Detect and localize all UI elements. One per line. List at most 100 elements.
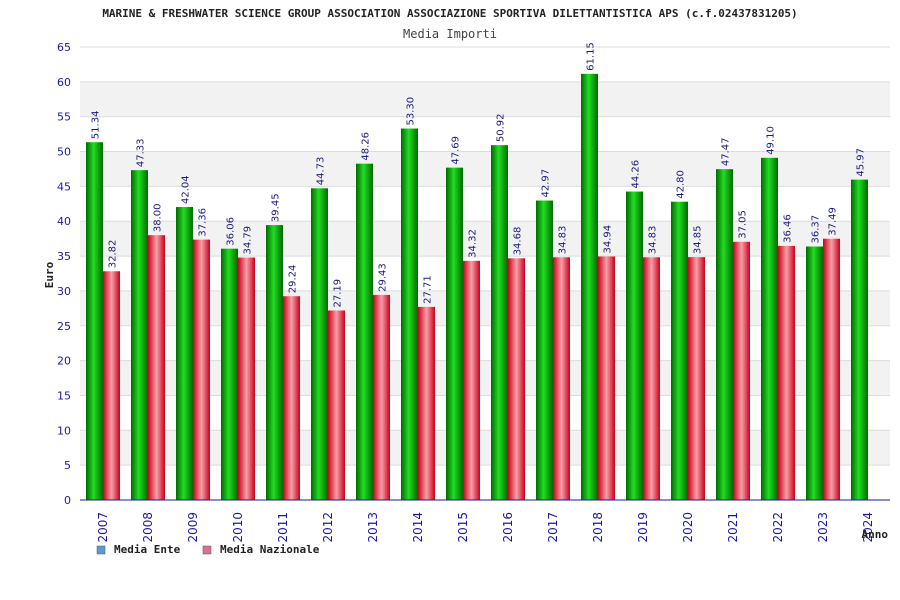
- bar-media-nazionale-2013: [373, 294, 390, 500]
- bar-media-ente-2022: [761, 157, 778, 500]
- x-tick-label: 2023: [816, 512, 830, 543]
- data-label: 37.36: [198, 208, 209, 237]
- bar-media-ente-2013: [356, 163, 373, 500]
- data-label: 34.68: [513, 227, 524, 256]
- grid-band: [80, 151, 890, 187]
- x-tick-label: 2008: [141, 512, 155, 543]
- grid-band: [80, 465, 890, 500]
- bar-media-ente-2011: [266, 225, 283, 500]
- y-tick-label: 60: [57, 76, 71, 89]
- y-axis-ticks: 0 5 10 15 20 25 30 35 40 45 50 55 60 65: [57, 41, 71, 507]
- data-label: 38.00: [153, 204, 164, 233]
- y-tick-label: 15: [57, 389, 71, 402]
- data-label: 34.85: [693, 225, 704, 254]
- x-tick-label: 2007: [96, 512, 110, 543]
- data-label: 32.82: [108, 240, 119, 269]
- data-label: 47.69: [451, 136, 462, 165]
- data-label: 49.10: [766, 126, 777, 155]
- y-tick-label: 40: [57, 215, 71, 228]
- y-tick-label: 0: [64, 494, 71, 507]
- x-tick-label: 2009: [186, 512, 200, 543]
- bar-media-ente-2007: [86, 142, 103, 500]
- bar-media-ente-2017: [536, 200, 553, 500]
- data-label: 47.33: [136, 139, 147, 168]
- bar-media-ente-2009: [176, 207, 193, 500]
- data-label: 34.83: [648, 226, 659, 255]
- data-label: 39.45: [271, 193, 282, 222]
- y-tick-label: 30: [57, 285, 71, 298]
- y-tick-label: 10: [57, 424, 71, 437]
- x-tick-label: 2015: [456, 512, 470, 543]
- bar-media-nazionale-2008: [148, 235, 165, 500]
- x-tick-label: 2016: [501, 512, 515, 543]
- bar-media-nazionale-2010: [238, 257, 255, 500]
- legend-label-media-ente: Media Ente: [114, 543, 181, 556]
- data-label: 51.34: [91, 111, 102, 140]
- chart-subtitle: Media Importi: [403, 27, 497, 41]
- bar-media-nazionale-2012: [328, 310, 345, 500]
- legend: Media Ente Media Nazionale: [96, 543, 320, 556]
- data-label: 36.37: [811, 215, 822, 244]
- x-tick-label: 2017: [546, 512, 560, 543]
- x-tick-label: 2014: [411, 512, 425, 543]
- bar-media-nazionale-2014: [418, 306, 435, 500]
- bar-media-ente-2021: [716, 169, 733, 501]
- bar-media-nazionale-2022: [778, 245, 795, 500]
- bar-media-ente-2015: [446, 167, 463, 500]
- data-label: 34.32: [468, 229, 479, 258]
- x-tick-label: 2013: [366, 512, 380, 543]
- data-label: 27.71: [423, 275, 434, 304]
- bar-media-nazionale-2007: [103, 271, 120, 500]
- data-label: 50.92: [496, 113, 507, 142]
- bar-media-nazionale-2019: [643, 257, 660, 500]
- bar-media-ente-2024: [851, 179, 868, 501]
- grid-band: [80, 360, 890, 396]
- data-label: 42.80: [676, 170, 687, 199]
- data-label: 37.49: [828, 207, 839, 236]
- legend-label-media-nazionale: Media Nazionale: [220, 543, 320, 556]
- x-tick-label: 2024: [861, 512, 875, 543]
- bar-media-ente-2010: [221, 248, 238, 500]
- grid-band: [80, 221, 890, 257]
- data-label: 36.46: [783, 214, 794, 243]
- data-label: 45.97: [856, 148, 867, 177]
- legend-swatch-media-ente: [96, 545, 106, 555]
- data-label: 53.30: [406, 97, 417, 126]
- grid-band: [80, 290, 890, 326]
- x-tick-label: 2020: [681, 512, 695, 543]
- data-label: 27.19: [333, 279, 344, 308]
- bar-media-ente-2016: [491, 145, 508, 500]
- x-axis-ticks: 2007 2008 2009 2010 2011 2012 2013 2014 2015 2016…: [96, 512, 875, 543]
- bar-media-ente-2018: [581, 73, 598, 500]
- y-tick-label: 50: [57, 146, 71, 159]
- data-label: 44.73: [316, 157, 327, 186]
- plot-background: [80, 46, 890, 501]
- grid-band: [80, 395, 890, 431]
- chart-title: MARINE & FRESHWATER SCIENCE GROUP ASSOCI…: [102, 7, 797, 20]
- x-tick-label: 2012: [321, 512, 335, 543]
- bar-media-ente-2023: [806, 246, 823, 500]
- y-tick-label: 20: [57, 355, 71, 368]
- y-tick-label: 65: [57, 41, 71, 54]
- grid-band: [80, 430, 890, 466]
- bar-media-nazionale-2009: [193, 239, 210, 501]
- y-tick-label: 5: [64, 459, 71, 472]
- bar-media-nazionale-2021: [733, 241, 750, 501]
- bar-media-nazionale-2023: [823, 238, 840, 500]
- bar-media-nazionale-2011: [283, 296, 300, 500]
- x-axis-label: Anno: [862, 528, 889, 541]
- data-label: 34.83: [558, 226, 569, 255]
- data-labels: 51.34 32.82 47.33 38.00 42.04 37.36 36.06 34.79…: [91, 42, 867, 307]
- x-tick-label: 2011: [276, 512, 290, 543]
- bar-media-nazionale-2020: [688, 257, 705, 500]
- data-label: 42.97: [541, 169, 552, 198]
- data-label: 36.06: [226, 217, 237, 246]
- bars: [86, 73, 868, 501]
- grid-band: [80, 116, 890, 152]
- x-tick-label: 2022: [771, 512, 785, 543]
- data-label: 29.43: [378, 263, 389, 292]
- data-label: 48.26: [361, 132, 372, 161]
- bar-media-nazionale-2017: [553, 257, 570, 500]
- data-label: 61.15: [586, 42, 597, 71]
- bar-media-ente-2008: [131, 170, 148, 500]
